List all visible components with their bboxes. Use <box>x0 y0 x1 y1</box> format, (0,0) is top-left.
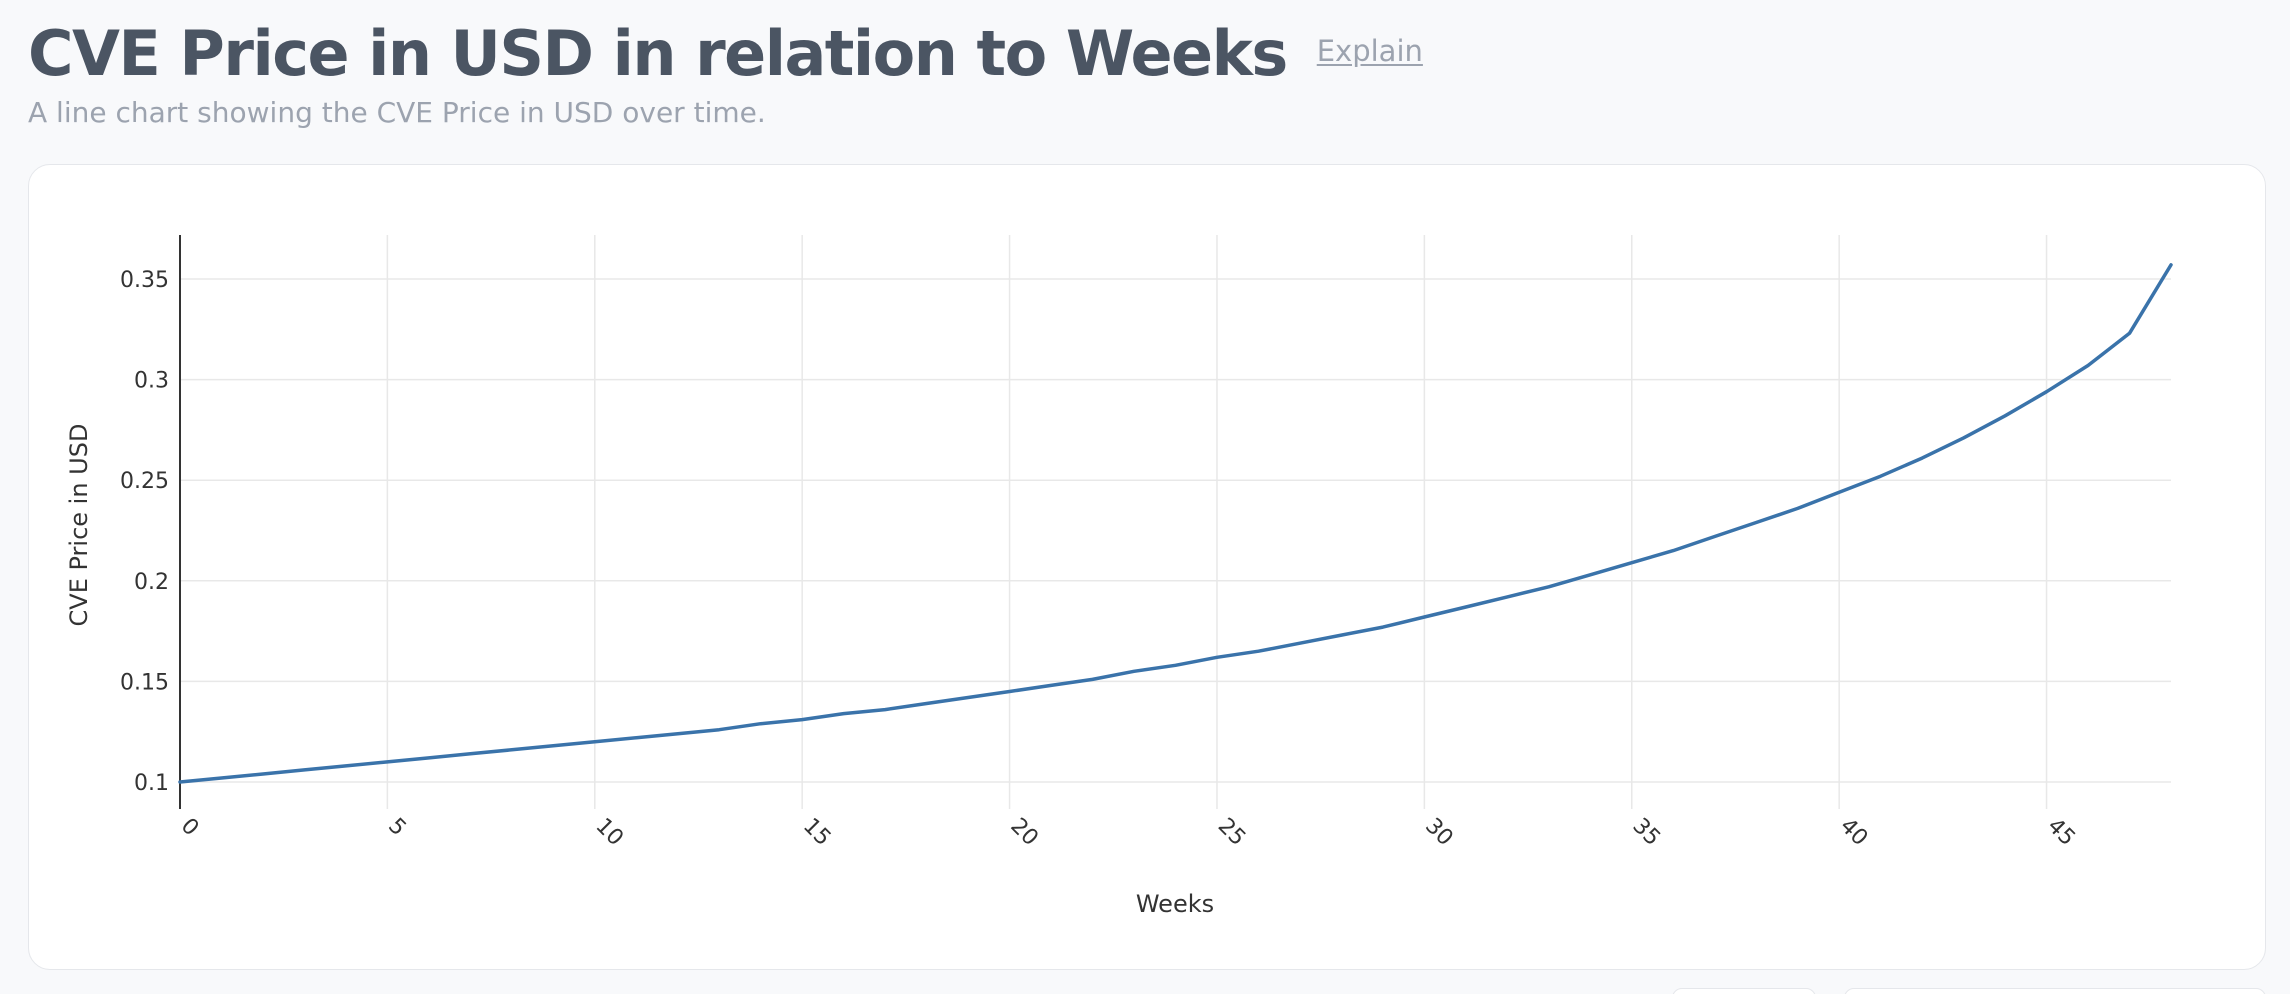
x-axis-title: Weeks <box>1136 890 1214 918</box>
x-tick-label: 10 <box>591 814 628 851</box>
page-title: CVE Price in USD in relation to Weeks <box>28 17 1288 90</box>
x-tick-label: 30 <box>1420 814 1457 851</box>
x-tick-label: 35 <box>1628 814 1665 851</box>
y-tick-label: 0.35 <box>120 268 169 293</box>
x-tick-labels: 0 5 10 15 20 25 30 35 40 45 <box>176 814 2080 851</box>
header: CVE Price in USD in relation to Weeks Ex… <box>28 14 1423 94</box>
footer-button-right[interactable] <box>1844 988 2266 994</box>
x-tick-label: 25 <box>1213 814 1250 851</box>
explain-link[interactable]: Explain <box>1316 34 1423 68</box>
chart-card: 0.1 0.15 0.2 0.25 0.3 0.35 0 5 10 15 20 25 30 35 40 45… <box>28 164 2266 970</box>
y-tick-labels: 0.1 0.15 0.2 0.25 0.3 0.35 <box>120 268 169 796</box>
series-line <box>178 263 2173 784</box>
x-tick-label: 0 <box>176 814 204 842</box>
x-tick-label: 45 <box>2042 814 2079 851</box>
x-gridlines <box>386 235 2048 809</box>
y-tick-label: 0.3 <box>134 369 169 394</box>
x-tick-label: 20 <box>1005 814 1042 851</box>
y-axis-title: CVE Price in USD <box>65 424 93 627</box>
y-tick-label: 0.15 <box>120 670 169 695</box>
x-tick-label: 5 <box>383 814 411 842</box>
y-tick-label: 0.2 <box>134 570 169 595</box>
line-chart: 0.1 0.15 0.2 0.25 0.3 0.35 0 5 10 15 20 25 30 35 40 45… <box>65 235 2173 918</box>
page-subtitle: A line chart showing the CVE Price in US… <box>28 96 766 129</box>
x-tick-label: 40 <box>1835 814 1872 851</box>
y-gridlines <box>180 278 2171 783</box>
y-tick-label: 0.25 <box>120 469 169 494</box>
y-tick-label: 0.1 <box>134 771 169 796</box>
footer-button-left[interactable] <box>1672 988 1816 994</box>
x-tick-label: 15 <box>798 814 835 851</box>
